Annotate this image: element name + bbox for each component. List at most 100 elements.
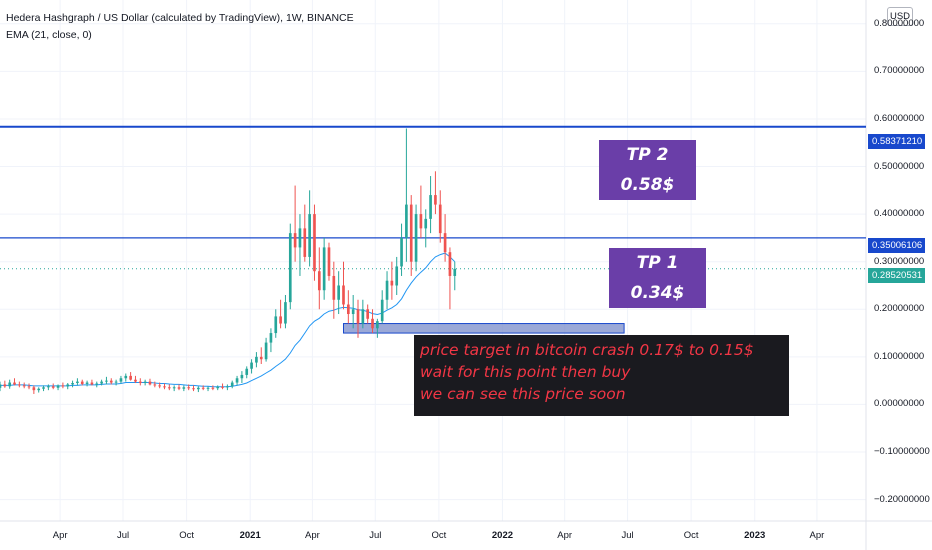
candle-body [332,275,336,300]
candle-body [32,387,36,391]
candle-body [114,381,118,383]
candle-body [100,381,103,384]
candle-body [61,385,65,387]
price-tick-label: 0.50000000 [874,160,925,172]
time-tick-label: 2023 [744,530,766,541]
candle-body [298,228,302,248]
time-tick-label: Jul [116,530,130,541]
candle-body [342,285,345,305]
candle-body [409,204,413,262]
price-tick-label: 0.30000000 [874,255,925,267]
candle-body [66,384,70,387]
price-tick-label: 0.70000000 [874,65,925,77]
candle-body [109,380,113,383]
candle-body [197,387,200,390]
note-line: price target in bitcoin crash 0.17$ to 0… [420,341,754,359]
candle-body [361,309,365,324]
candle-body [182,387,186,389]
candle-body [167,387,171,389]
candle-body [221,386,224,388]
candle-body [42,387,45,389]
candle-body [90,382,94,385]
time-tick-label: Jul [369,530,382,541]
candle-body [192,388,195,390]
candle-body [259,356,263,360]
candle-body [400,237,403,267]
candle-body [371,318,374,329]
candle-body [235,378,239,383]
time-tick-label: 2022 [491,530,514,541]
candle-body [230,382,234,387]
candle-body [434,195,437,205]
candle-body [22,385,26,387]
indicator-legend[interactable]: EMA (21, close, 0) [6,29,92,41]
price-tick-label: 0.40000000 [874,208,925,220]
candle-body [438,204,442,234]
candle-body [95,383,99,385]
chart-grid [0,0,866,521]
candle-body [8,382,12,387]
note-box[interactable]: price target in bitcoin crash 0.17$ to 0… [414,335,789,416]
note-line: wait for this point then buy [420,363,631,381]
candle-body [177,387,181,389]
candle-body [129,375,132,380]
time-tick-label: Apr [52,530,68,541]
price-tick-label: 0.20000000 [874,303,925,315]
note-line: we can see this price soon [420,385,626,403]
candle-body [187,387,191,389]
candle-body [37,388,41,391]
tp1-label[interactable]: TP 1 0.34$ [609,248,706,308]
candle-body [356,309,360,324]
price-tick-label: 0.80000000 [874,17,925,29]
support-zone [342,323,625,334]
candle-body [226,386,229,388]
candle-body [13,382,16,385]
candle-body [385,280,389,300]
time-tick-label: Oct [431,530,447,541]
candle-body [322,247,326,291]
candle-body [206,387,210,389]
candle-body [255,356,258,363]
horizontal-lines [0,125,866,270]
price-tick-label: −0.10000000 [874,446,930,457]
candle-body [56,385,60,388]
candle-body [201,387,205,389]
tp2-label[interactable]: TP 2 0.58$ [599,140,696,200]
candle-body [250,362,253,369]
time-tick-label: Oct [683,530,699,541]
candle-body [288,233,292,303]
candle-body [414,214,418,262]
candle-body [124,375,128,379]
currency-button[interactable]: USD [887,7,913,26]
tp2-price-tag: 0.58371210 [868,134,925,149]
candle-body [158,385,161,387]
candle-body [47,386,50,388]
candle-body [18,384,21,386]
candle-body [274,316,278,334]
candle-body [134,379,137,382]
candle-body [419,214,423,229]
candlesticks [0,128,457,394]
candle-body [448,252,452,276]
candle-body [376,321,379,329]
candle-body [211,387,215,389]
candle-body [51,386,55,388]
candle-body [293,233,297,248]
price-tick-label: 0.60000000 [874,112,925,124]
candle-body [71,383,74,385]
price-tick-label: 0.10000000 [874,350,925,362]
time-tick-label: Jul [621,530,634,541]
candle-body [351,309,355,315]
support-zone-rect [342,323,625,334]
candle-body [269,333,273,343]
candle-body [395,266,399,286]
candle-body [380,299,384,322]
candle-body [308,214,311,257]
candle-body [119,378,123,382]
candle-body [317,271,321,291]
candle-body [390,280,394,286]
candle-body [337,285,340,300]
candle-body [429,195,432,219]
candle-body [153,384,157,386]
